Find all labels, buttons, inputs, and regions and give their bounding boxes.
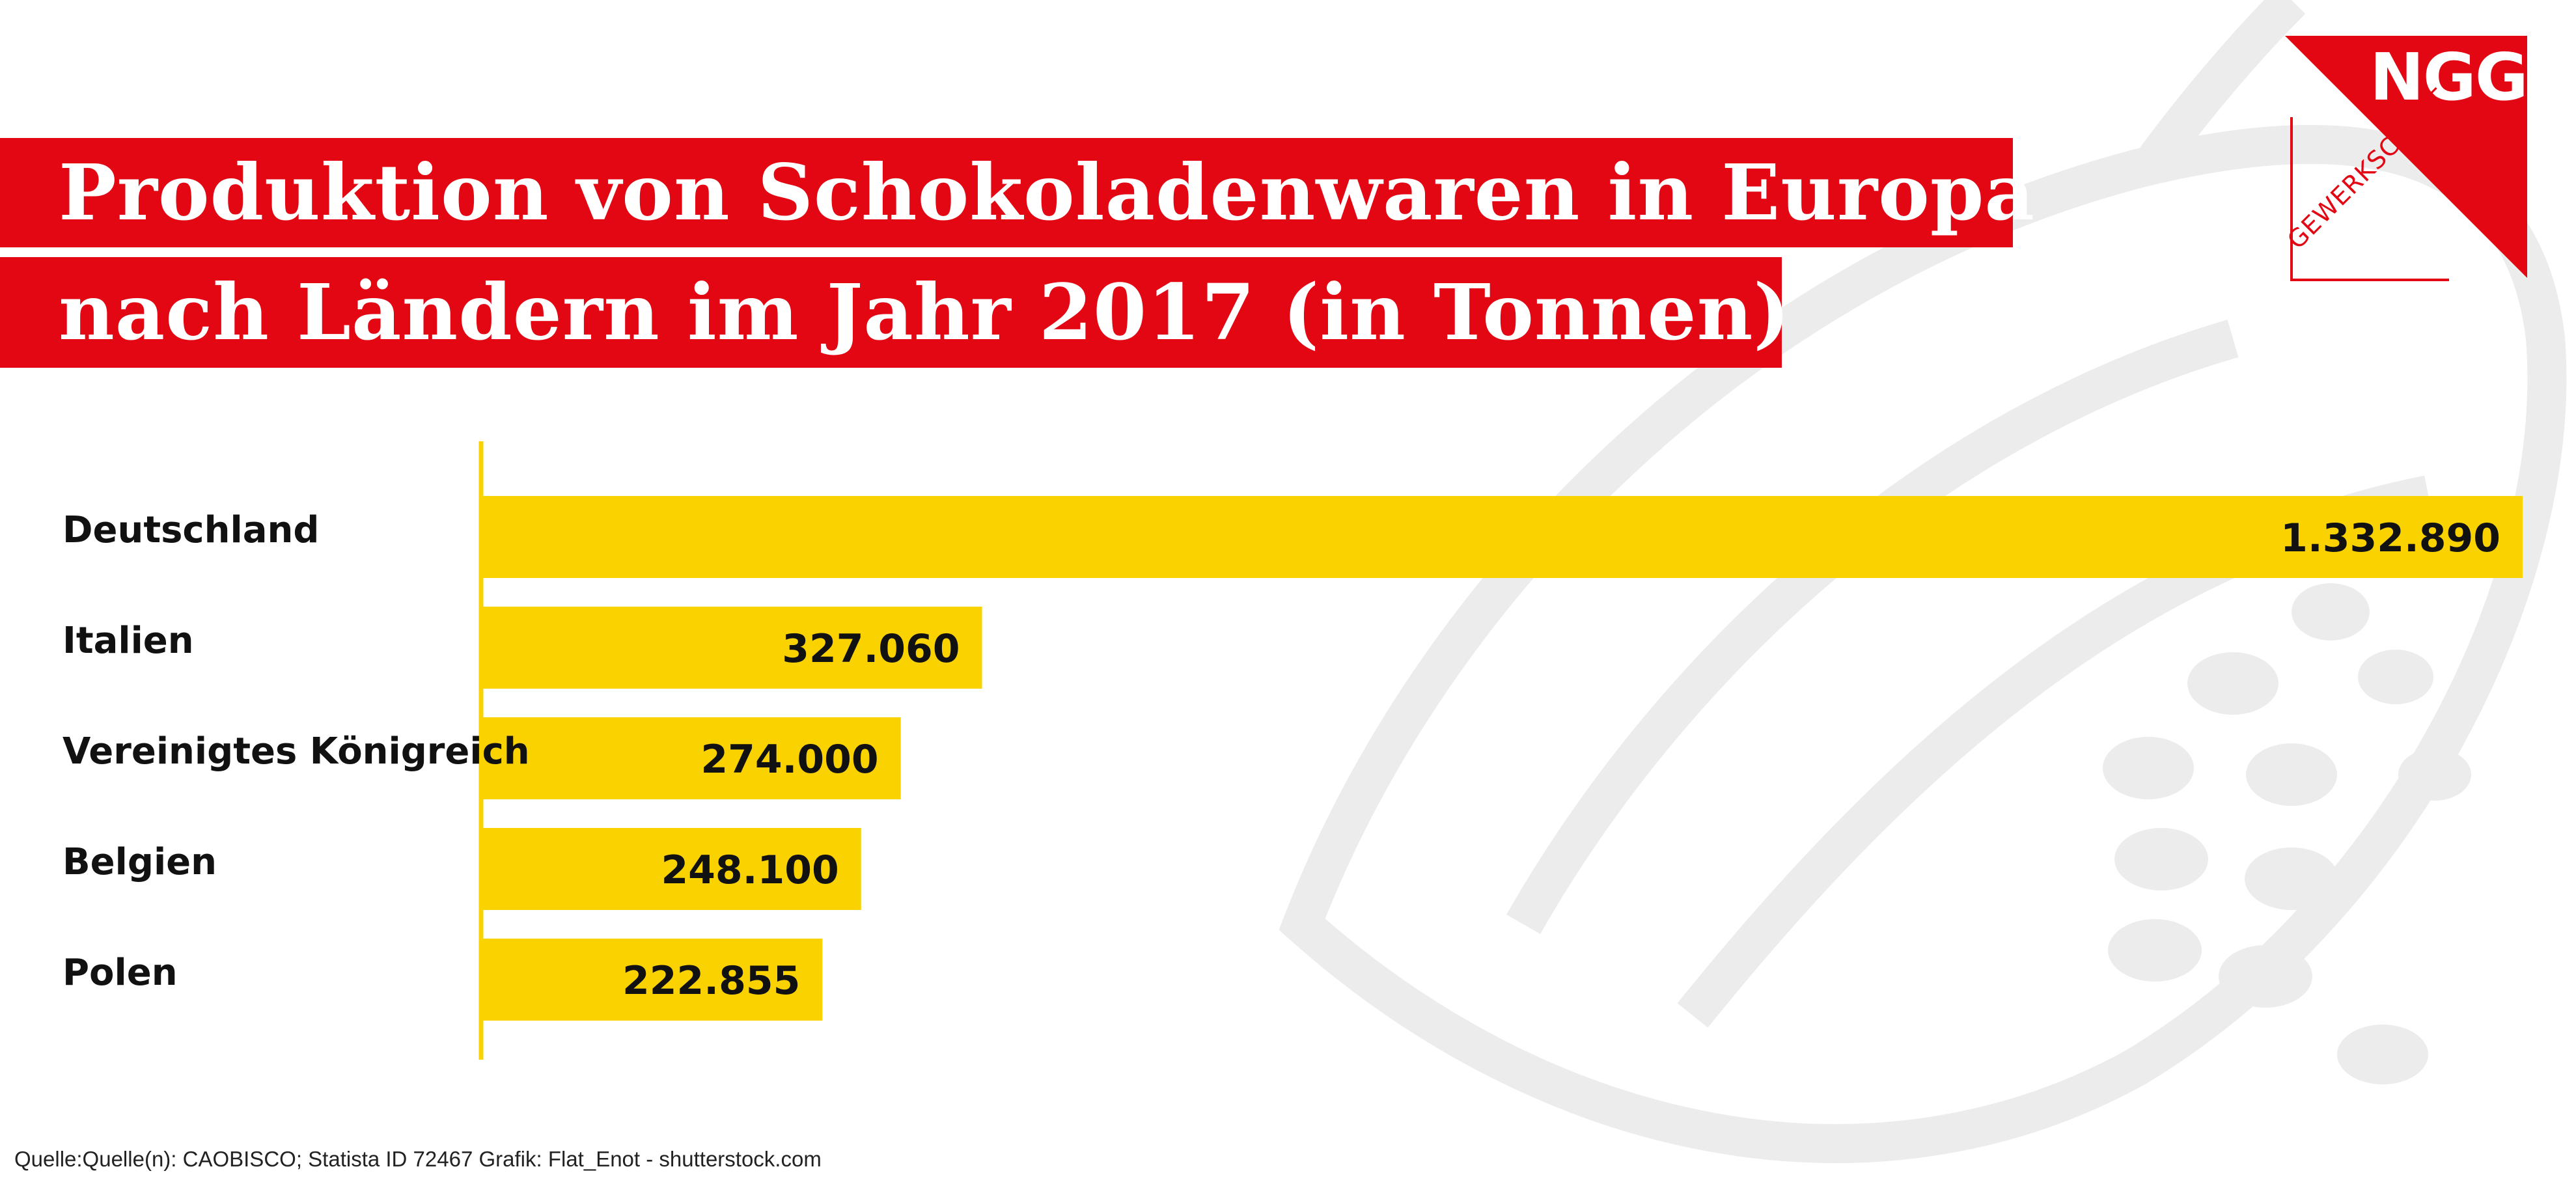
source-note: Quelle:Quelle(n): CAOBISCO; Statista ID … <box>14 1147 822 1171</box>
bar-4 <box>481 939 823 1021</box>
category-label-1: Italien <box>62 620 194 662</box>
value-label-1: 327.060 <box>782 626 960 672</box>
title-line-2-text: nach Ländern im Jahr 2017 (in Tonnen) <box>59 267 1791 357</box>
value-label-4: 222.855 <box>622 958 800 1004</box>
value-label-3: 248.100 <box>661 847 838 893</box>
title-line-2: nach Ländern im Jahr 2017 (in Tonnen) <box>0 257 1790 368</box>
value-label-2: 274.000 <box>700 737 878 782</box>
title-line-1: Produktion von Schokoladenwaren in Europ… <box>0 138 2034 247</box>
bar-1 <box>481 607 982 689</box>
cocoa-pod-watermark <box>1279 0 2567 1163</box>
category-label-0: Deutschland <box>62 509 319 551</box>
ngg-logo-text: NGG <box>2370 39 2528 115</box>
title-line-1-text: Produktion von Schokoladenwaren in Europ… <box>59 147 2035 238</box>
value-label-0: 1.332.890 <box>2280 516 2500 561</box>
category-label-2: Vereinigtes Königreich <box>62 730 530 773</box>
bar-3 <box>481 828 861 910</box>
bar-2 <box>481 717 901 799</box>
category-label-3: Belgien <box>62 841 217 883</box>
ngg-logo <box>2285 36 2527 281</box>
bar-0 <box>481 496 2523 578</box>
category-label-4: Polen <box>62 952 178 994</box>
